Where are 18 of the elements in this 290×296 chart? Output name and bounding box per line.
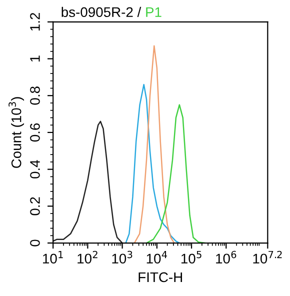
x-tick-label: 10$^{5}$ [181,251,202,264]
y-tick-label: 0.2 [30,197,40,216]
chart-subtitle: P1 [146,7,162,17]
x-tick-label: 10$^{1}$ [43,251,63,264]
y-tick-label: 0.6 [30,123,40,142]
x-axis-title: FITC-H [138,272,182,282]
x-tick-label: 10$^{4}$ [146,251,168,264]
y-axis-title: Count (10$^{3}$) [8,97,24,168]
x-tick-label: 10$^{6}$ [216,250,236,264]
y-tick-label: 1.2 [30,12,40,30]
x-tick-label: 10$^{7.2}$ [253,250,282,264]
y-tick-label: 0 [30,240,40,246]
chart-title: bs-0905R-2 / [62,6,142,18]
y-tick-label: 0.8 [30,86,40,105]
x-tick-label: 10$^{3}$ [112,250,132,264]
y-tick-label: 1 [30,56,40,62]
y-tick-label: 0.4 [30,160,40,178]
x-tick-label: 10$^{2}$ [78,250,98,264]
